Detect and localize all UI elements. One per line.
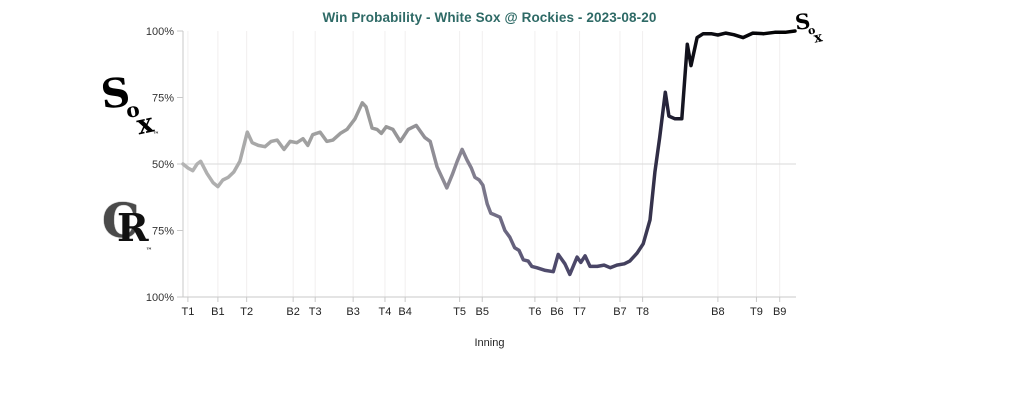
y-tick-label: 75% <box>152 226 174 238</box>
x-tick-label: T4 <box>379 306 392 318</box>
y-tick-label: 50% <box>152 159 174 171</box>
x-tick-label: T7 <box>573 306 586 318</box>
x-tick-label: T8 <box>636 306 649 318</box>
x-tick-label: B7 <box>613 306 626 318</box>
x-tick-label: B4 <box>398 306 411 318</box>
x-tick-label: T5 <box>453 306 466 318</box>
y-tick-label: 100% <box>146 292 174 304</box>
x-tick-label: B2 <box>286 306 299 318</box>
x-tick-label: T9 <box>750 306 763 318</box>
white-sox-endpoint-logo: S o x <box>794 8 829 53</box>
x-tick-label: B8 <box>711 306 724 318</box>
rockies-logo-letter-c: C <box>102 194 140 249</box>
rockies-logo-letter-r: R <box>117 205 149 250</box>
x-tick-label: B5 <box>476 306 489 318</box>
x-tick-label: B1 <box>211 306 224 318</box>
trademark-symbol: ™ <box>146 247 152 254</box>
white-sox-logo-letter-x: x <box>812 29 824 47</box>
win-probability-line <box>181 29 797 277</box>
trademark-symbol: ™ <box>153 131 159 138</box>
white-sox-logo: S o x ™ <box>99 69 163 144</box>
y-tick-label: 100% <box>146 26 174 38</box>
x-tick-label: T6 <box>528 306 541 318</box>
y-tick-label: 75% <box>152 93 174 105</box>
x-axis-title: Inning <box>474 337 505 349</box>
x-tick-label: B3 <box>346 306 359 318</box>
chart-title: Win Probability - White Sox @ Rockies - … <box>322 10 657 25</box>
x-tick-label: T2 <box>240 306 253 318</box>
x-tick-label: B6 <box>550 306 563 318</box>
rockies-logo: C R ™ <box>102 198 158 262</box>
x-tick-label: B9 <box>773 306 786 318</box>
x-tick-label: T1 <box>181 306 194 318</box>
x-tick-label: T3 <box>309 306 322 318</box>
